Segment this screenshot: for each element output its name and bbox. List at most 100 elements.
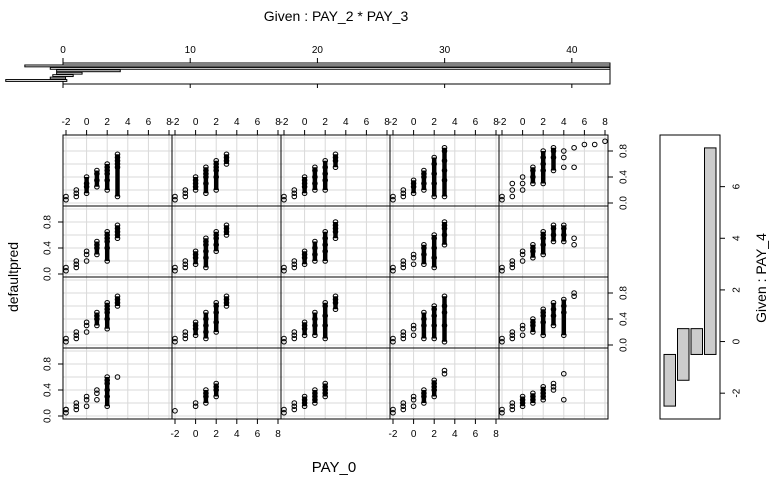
data-point: [192, 400, 199, 406]
data-point: [73, 190, 80, 197]
given-top-tick-label: 10: [185, 45, 197, 56]
data-point: [73, 258, 80, 264]
data-point: [73, 329, 80, 335]
data-point: [281, 338, 287, 345]
data-point: [400, 264, 407, 271]
data-point: [499, 193, 505, 200]
x-tick-label-top: 2: [431, 117, 437, 128]
data-point: [499, 196, 505, 203]
given-top-interval: [49, 66, 611, 70]
given-right-interval: [704, 147, 717, 355]
data-point: [519, 332, 526, 339]
data-point: [410, 251, 417, 258]
panel-background: [172, 348, 281, 419]
data-point: [509, 261, 516, 268]
data-point: [172, 408, 178, 414]
given-top-tick-label: 20: [312, 45, 324, 56]
data-point: [390, 264, 396, 271]
data-point: [410, 403, 417, 410]
data-point: [291, 335, 298, 342]
x-tick-label-top: -2: [171, 117, 180, 128]
data-point: [561, 396, 567, 403]
data-point: [291, 406, 298, 413]
panel-background: [63, 277, 172, 348]
x-tick-label-bottom: -2: [171, 429, 180, 440]
data-point: [410, 332, 417, 339]
data-point: [291, 400, 298, 406]
data-point: [441, 370, 448, 377]
given-right-tick-label: 4: [732, 235, 743, 241]
data-point: [441, 367, 448, 374]
data-point: [291, 258, 298, 264]
x-tick-label-top: -2: [498, 117, 507, 128]
data-point: [400, 261, 407, 268]
panel-background: [172, 277, 281, 348]
data-point: [561, 148, 567, 154]
data-point: [400, 187, 407, 193]
given-top-panel: 0 10 20 30 40: [5, 45, 611, 88]
data-point: [561, 164, 567, 171]
panel-background: [281, 348, 390, 419]
given-right-tick-label: 6: [732, 183, 743, 189]
conditioning-panels: -2 0 2 4 6 8-2 0 2 4 6 8-2 0 2 4 6 8-2 0 2 4 6 8-2 0 2 4 6 8-2 0 2 4…: [43, 117, 630, 440]
data-point: [63, 196, 69, 203]
panel-background: [63, 348, 172, 419]
data-point: [400, 335, 407, 342]
panel-frame: [498, 134, 609, 207]
data-point: [410, 396, 417, 403]
panel-background: [281, 135, 390, 206]
x-tick-label-top: 2: [540, 117, 546, 128]
given-top-interval: [52, 74, 74, 78]
data-point: [83, 319, 90, 326]
data-point: [519, 325, 526, 332]
x-tick-label-bottom: 8: [275, 429, 281, 440]
data-point: [400, 193, 407, 200]
data-point: [73, 187, 80, 193]
y-tick-label-left: 0.8: [43, 357, 54, 371]
given-right-interval: [690, 328, 703, 355]
given-top-interval: [49, 76, 67, 80]
data-point: [291, 332, 298, 339]
data-point: [172, 196, 178, 203]
data-point: [83, 248, 90, 255]
y-tick-label-right: 0.4: [619, 170, 630, 184]
data-point: [172, 193, 178, 200]
data-point: [83, 403, 90, 410]
data-point: [519, 187, 526, 193]
data-point: [519, 180, 526, 187]
data-point: [499, 409, 505, 416]
data-point: [63, 267, 69, 274]
data-point: [73, 332, 80, 339]
y-tick-label-left: 0.4: [43, 383, 54, 397]
data-point: [602, 138, 608, 145]
data-point: [172, 264, 178, 271]
data-point: [63, 338, 69, 345]
data-point: [73, 403, 80, 410]
given-top-interval: [5, 79, 68, 82]
data-point: [571, 290, 577, 296]
x-tick-label-top: 6: [364, 117, 370, 128]
data-point: [550, 387, 557, 393]
x-tick-label-bottom: 6: [255, 429, 261, 440]
x-tick-label-top: 8: [493, 117, 499, 128]
data-point: [571, 144, 577, 151]
data-point: [400, 403, 407, 410]
data-point: [509, 193, 516, 200]
x-tick-label-top: 2: [322, 117, 328, 128]
data-point: [281, 406, 287, 413]
data-point: [410, 322, 417, 329]
data-point: [390, 193, 396, 200]
given-top-tick-label: 0: [60, 45, 66, 56]
y-tick-label-left: 0.0: [43, 409, 54, 423]
data-point: [73, 261, 80, 268]
y-tick-label-left: 0.0: [43, 267, 54, 281]
data-point: [509, 329, 516, 335]
data-point: [291, 187, 298, 193]
y-tick-label-left: 0.4: [43, 241, 54, 255]
data-point: [410, 393, 417, 400]
x-tick-label-top: 8: [166, 117, 172, 128]
data-point: [83, 251, 90, 258]
x-tick-label-bottom: 4: [452, 429, 458, 440]
data-point: [509, 187, 516, 193]
data-point: [182, 329, 189, 335]
